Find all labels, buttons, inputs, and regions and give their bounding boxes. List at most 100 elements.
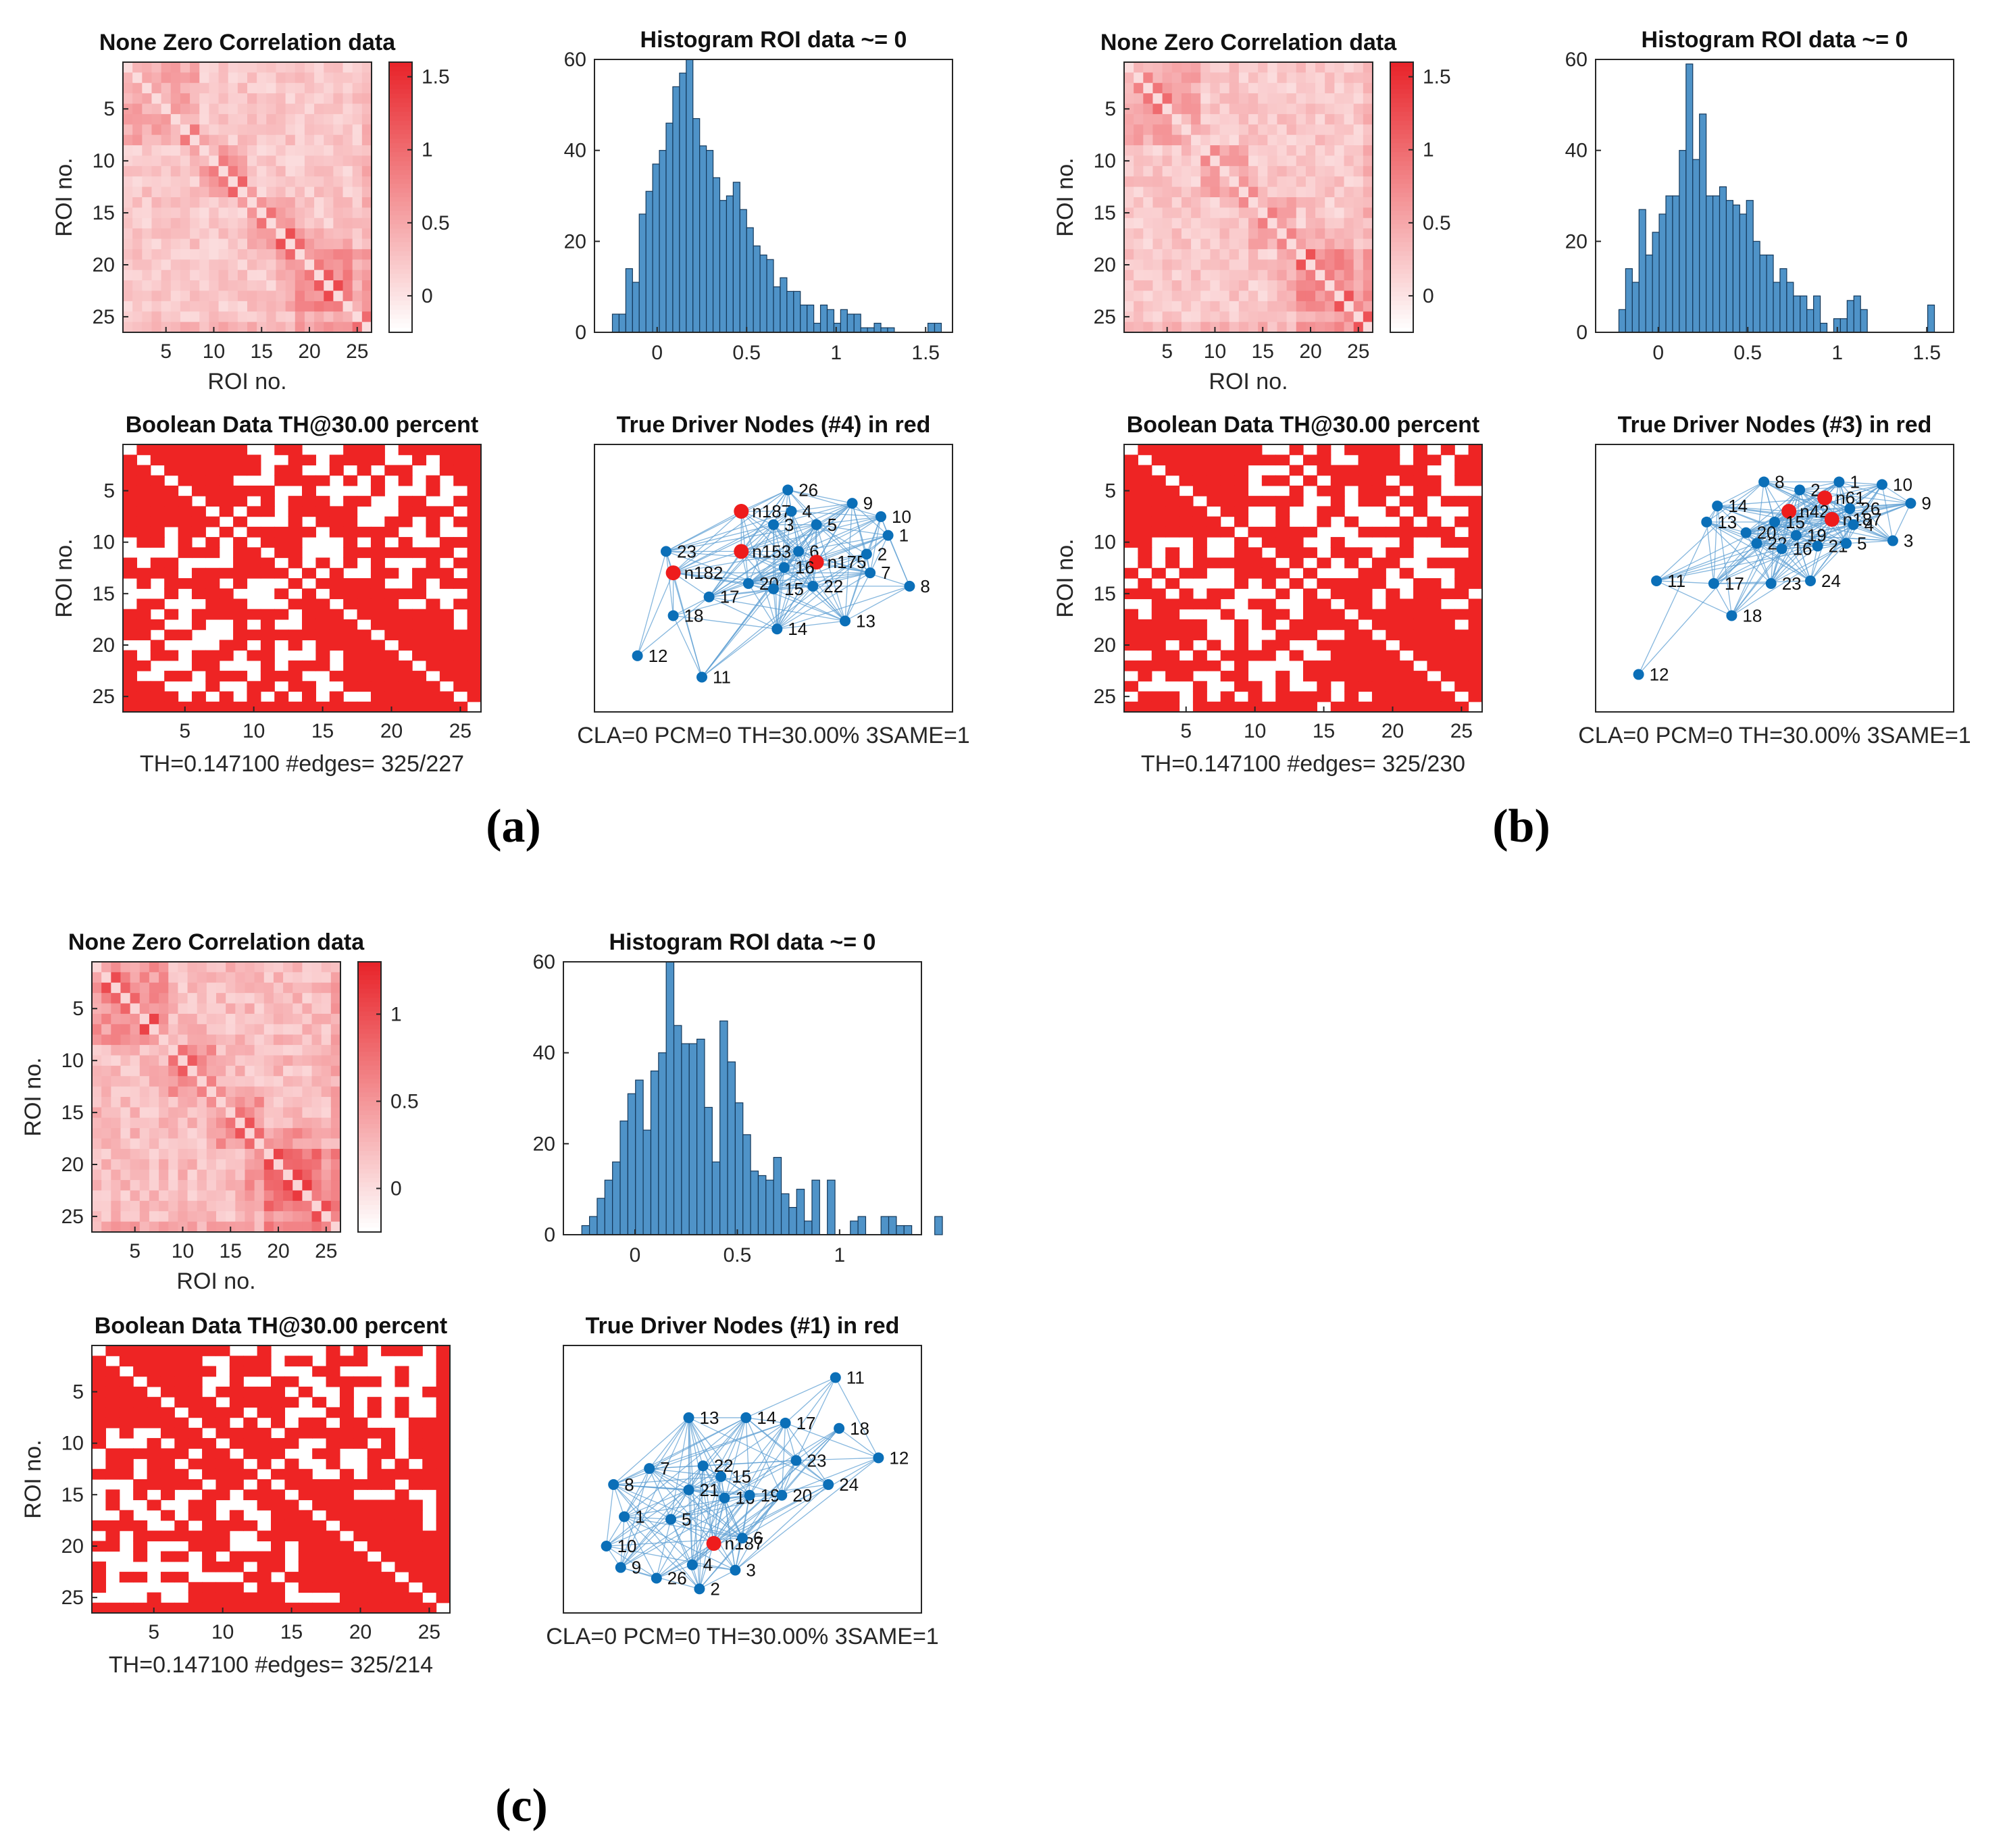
correlation-cell xyxy=(342,322,353,333)
boolean-cell xyxy=(353,1551,368,1562)
boolean-cell xyxy=(370,588,385,600)
correlation-cell xyxy=(257,259,267,271)
colorbar-step xyxy=(1390,130,1413,135)
correlation-cell xyxy=(1315,145,1325,157)
correlation-cell xyxy=(304,270,315,281)
network-edge xyxy=(746,1377,836,1418)
boolean-cell xyxy=(1138,557,1152,569)
boolean-cell xyxy=(123,496,137,507)
correlation-cell xyxy=(302,1086,313,1098)
correlation-cell xyxy=(247,93,257,105)
boolean-cell xyxy=(1275,455,1290,466)
boolean-cell xyxy=(105,1468,120,1480)
correlation-cell xyxy=(216,1200,226,1212)
correlation-cell xyxy=(120,1065,131,1077)
boolean-cell xyxy=(271,1386,285,1397)
boolean-cell xyxy=(315,475,330,486)
boolean-cell xyxy=(1220,650,1235,661)
correlation-cell xyxy=(161,93,172,105)
correlation-cell xyxy=(1305,301,1316,312)
node-label: 11 xyxy=(846,1368,865,1388)
colorbar-step xyxy=(358,1151,381,1156)
histogram-ytick-label: 40 xyxy=(533,1042,555,1064)
correlation-cell xyxy=(1200,270,1211,281)
boolean-cell xyxy=(1303,701,1317,713)
correlation-cell xyxy=(161,290,172,302)
network-edge xyxy=(781,1422,786,1495)
correlation-cell xyxy=(1286,155,1297,167)
correlation-cell xyxy=(324,176,334,188)
boolean-cell xyxy=(1454,567,1469,579)
correlation-cell xyxy=(304,186,315,198)
network-node xyxy=(1769,516,1780,528)
correlation-cell xyxy=(111,1097,122,1108)
correlation-cell xyxy=(226,972,236,983)
boolean-cell xyxy=(381,1468,396,1480)
correlation-cell xyxy=(159,1065,169,1077)
correlation-cell xyxy=(190,82,200,94)
correlation-cell xyxy=(311,1211,322,1223)
correlation-cell xyxy=(1181,197,1192,208)
correlation-cell xyxy=(324,249,334,260)
network-edge xyxy=(746,1417,786,1424)
boolean-cell xyxy=(1386,557,1400,569)
network-node xyxy=(1701,516,1712,528)
boolean-cell xyxy=(398,671,413,682)
correlation-cell xyxy=(1152,311,1163,323)
correlation-cell xyxy=(149,1013,159,1025)
correlation-cell xyxy=(199,311,209,323)
correlation-cell xyxy=(209,311,220,323)
histogram-bar xyxy=(589,1216,598,1235)
correlation-cell xyxy=(1162,217,1173,229)
correlation-cell xyxy=(161,259,172,271)
network-node xyxy=(730,1564,741,1576)
correlation-cell xyxy=(266,176,277,188)
correlation-cell xyxy=(283,1180,293,1191)
correlation-cell xyxy=(1238,134,1249,146)
boolean-cell xyxy=(260,506,275,517)
correlation-cell xyxy=(178,1138,188,1150)
boolean-cell xyxy=(1427,650,1442,661)
histogram-bar xyxy=(826,309,835,333)
correlation-cell xyxy=(92,1138,102,1150)
network-edge xyxy=(844,554,867,621)
boolean-cell xyxy=(271,1541,285,1552)
boolean-cell xyxy=(1386,691,1400,702)
correlation-cell xyxy=(1325,62,1335,73)
correlation-cell xyxy=(266,186,277,198)
correlation-cell xyxy=(263,982,274,994)
boolean-cell xyxy=(1427,630,1442,640)
correlation-cell xyxy=(218,62,229,73)
correlation-cell xyxy=(190,93,200,105)
correlation-cell xyxy=(342,290,353,302)
boolean-cell xyxy=(247,567,261,579)
correlation-ytick-label: 20 xyxy=(1094,254,1116,276)
boolean-cell xyxy=(436,1448,451,1460)
boolean-xtick-label: 5 xyxy=(179,720,191,742)
correlation-cell xyxy=(149,1045,159,1056)
correlation-cell xyxy=(218,93,229,105)
boolean-cell xyxy=(1234,701,1249,713)
colorbar-step xyxy=(1390,103,1413,108)
boolean-cell xyxy=(191,547,206,559)
correlation-cell xyxy=(311,962,322,973)
correlation-cell xyxy=(1200,249,1211,260)
correlation-cell xyxy=(216,1138,226,1150)
boolean-cell xyxy=(229,1551,244,1562)
correlation-cell xyxy=(161,301,172,312)
boolean-cell xyxy=(229,1366,244,1377)
correlation-cell xyxy=(1305,145,1316,157)
boolean-cell xyxy=(357,526,372,538)
correlation-cell xyxy=(257,249,267,260)
node-label: n153 xyxy=(752,541,791,561)
correlation-cell xyxy=(1353,93,1364,105)
network-edge xyxy=(670,1518,743,1539)
correlation-cell xyxy=(161,103,172,115)
boolean-cell xyxy=(1289,557,1304,569)
correlation-cell xyxy=(1334,93,1345,105)
colorbar-step xyxy=(389,143,412,149)
correlation-cell xyxy=(1229,217,1240,229)
boolean-ytick-label: 10 xyxy=(61,1433,84,1455)
correlation-cell xyxy=(1296,93,1306,105)
boolean-cell xyxy=(302,506,316,517)
